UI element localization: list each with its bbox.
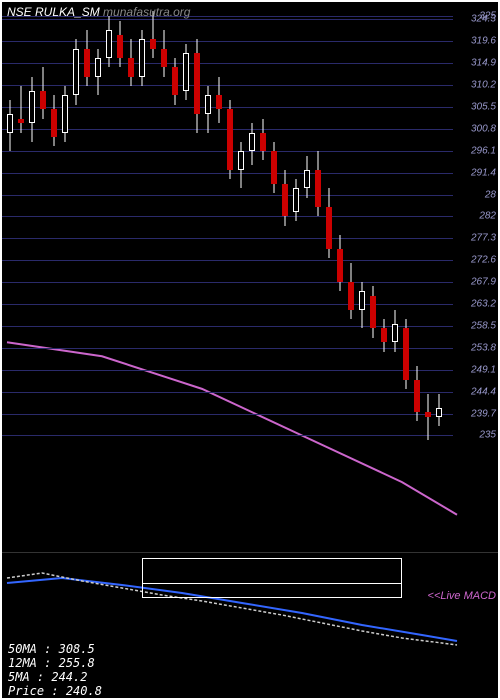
source-label: munafasutra.org: [103, 5, 190, 19]
macd-panel: <<Live MACD: [2, 552, 498, 652]
gridline: [2, 41, 453, 42]
grid-label: 324.3: [471, 14, 496, 25]
grid-label: 253.8: [471, 342, 496, 353]
gridline: [2, 195, 453, 196]
gridline: [2, 107, 453, 108]
grid-label: 310.2: [471, 79, 496, 90]
price-value: 240.8: [66, 684, 102, 698]
stock-chart: NSE RULKA_SM munafasutra.org 325324.3319…: [0, 0, 500, 700]
macd-label: <<Live MACD: [428, 590, 496, 602]
ma50-line: [7, 342, 457, 514]
gridline: [2, 282, 453, 283]
grid-label: 267.9: [471, 277, 496, 288]
gridline: [2, 414, 453, 415]
gridline: [2, 392, 453, 393]
ma50-value: 308.5: [59, 642, 95, 656]
grid-label: 244.4: [471, 386, 496, 397]
ticker-symbol: NSE RULKA_SM: [7, 5, 100, 19]
price-panel: 325324.3319.6314.9310.2305.5300.8296.129…: [2, 2, 498, 552]
grid-label: 291.4: [471, 167, 496, 178]
gridline: [2, 348, 453, 349]
ma5-value: 244.2: [51, 670, 87, 684]
grid-label: 263.2: [471, 299, 496, 310]
gridline: [2, 19, 453, 20]
ma12-row: 12MA : 255.8: [8, 656, 492, 670]
grid-label: 272.6: [471, 255, 496, 266]
macd-histogram-box: [142, 558, 402, 598]
gridline: [2, 63, 453, 64]
grid-label: 300.8: [471, 123, 496, 134]
gridline: [2, 304, 453, 305]
gridline: [2, 216, 453, 217]
grid-label: 239.7: [471, 408, 496, 419]
grid-label: 249.1: [471, 364, 496, 375]
gridline: [2, 238, 453, 239]
grid-label: 314.9: [471, 58, 496, 69]
grid-label: 28: [485, 189, 496, 200]
grid-label: 305.5: [471, 101, 496, 112]
ma50-row: 50MA : 308.5: [8, 642, 492, 656]
grid-label: 277.3: [471, 233, 496, 244]
price-label: Price :: [8, 684, 59, 698]
grid-label: 258.5: [471, 320, 496, 331]
ma12-label: 12MA :: [8, 656, 51, 670]
ma5-label: 5MA :: [8, 670, 44, 684]
price-row: Price : 240.8: [8, 684, 492, 698]
grid-label: 235: [479, 430, 496, 441]
macd-centerline: [142, 583, 402, 584]
gridline: [2, 326, 453, 327]
grid-label: 319.6: [471, 36, 496, 47]
gridline: [2, 173, 453, 174]
gridline: [2, 435, 453, 436]
info-panel: 50MA : 308.5 12MA : 255.8 5MA : 244.2 Pr…: [2, 638, 498, 698]
gridline: [2, 260, 453, 261]
gridline: [2, 85, 453, 86]
ma12-value: 255.8: [59, 656, 95, 670]
ma5-row: 5MA : 244.2: [8, 670, 492, 684]
chart-header: NSE RULKA_SM munafasutra.org: [7, 5, 190, 19]
gridline: [2, 370, 453, 371]
grid-label: 296.1: [471, 145, 496, 156]
grid-label: 282: [479, 211, 496, 222]
ma50-label: 50MA :: [8, 642, 51, 656]
